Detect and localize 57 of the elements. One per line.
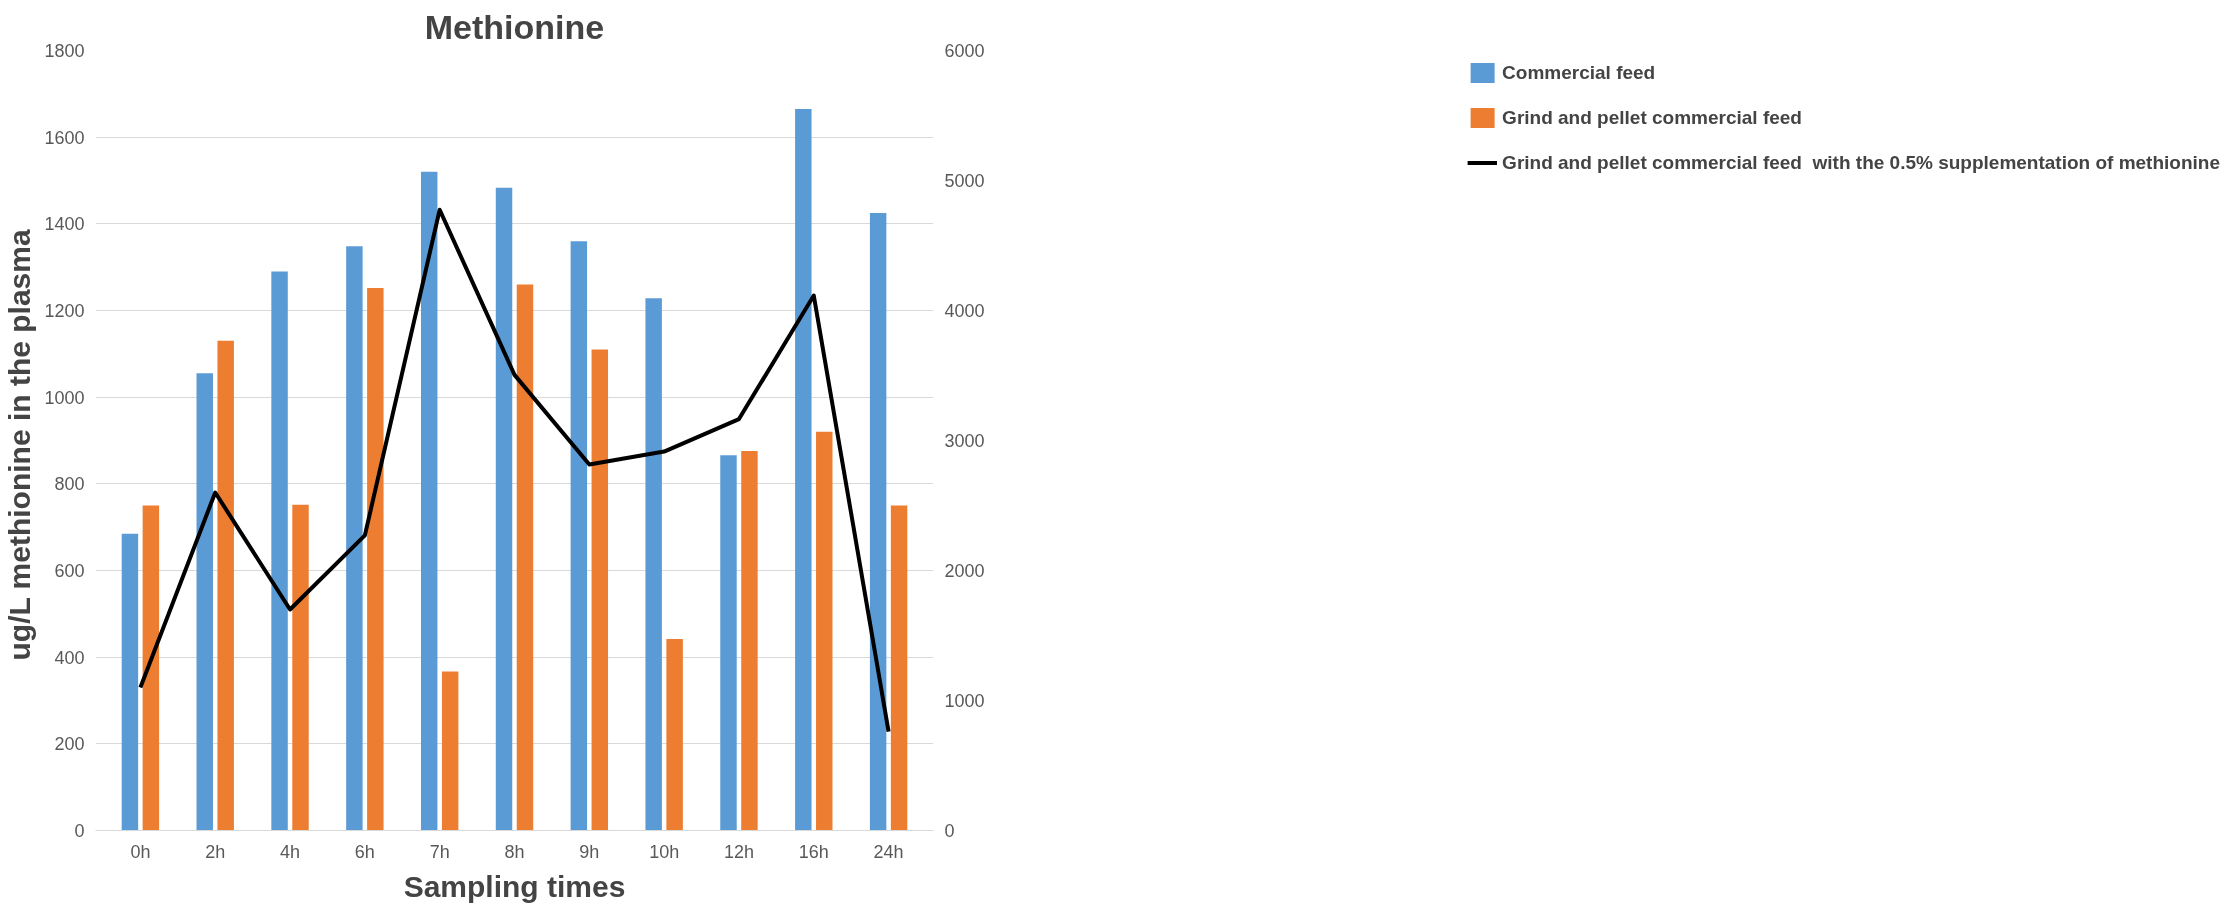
- x-tick-label: 24h: [873, 841, 904, 862]
- legend-label: Grind and pellet commercial feed with the 0.5% supplementation of methionine: [1502, 151, 2220, 174]
- x-tick-label: 7h: [429, 841, 450, 862]
- bar: [142, 505, 160, 831]
- bar: [890, 505, 908, 831]
- x-tick-label: 9h: [579, 841, 600, 862]
- y-tick-label: 1600: [44, 127, 85, 148]
- y2-tick-label: 5000: [944, 171, 985, 191]
- bar: [795, 109, 812, 831]
- y2-tick-label: 3000: [944, 431, 985, 451]
- bar: [346, 246, 363, 831]
- x-tick-label: 4h: [280, 841, 301, 862]
- bar: [741, 450, 758, 831]
- y2-tick-label: 0: [944, 821, 955, 841]
- bar: [570, 241, 588, 831]
- bar: [121, 533, 139, 831]
- bar: [196, 373, 213, 831]
- y-tick-label: 1000: [44, 387, 85, 408]
- bar: [869, 213, 887, 831]
- bar: [591, 349, 609, 831]
- chart-title: Methionine: [424, 7, 605, 46]
- bar: [495, 187, 513, 831]
- y2-tick-label: 6000: [944, 41, 985, 61]
- y-tick-label: 200: [54, 734, 85, 755]
- y-tick-label: 1200: [44, 301, 85, 321]
- y2-tick-label: 2000: [944, 561, 985, 581]
- line-series: [138, 207, 891, 734]
- x-axis-title: Sampling times: [403, 869, 626, 903]
- bar: [666, 638, 683, 831]
- y-tick-label: 400: [54, 647, 85, 668]
- y-tick-label: 1800: [44, 41, 85, 61]
- y-axis-title: ug/L methionine in the plasma: [3, 229, 37, 661]
- bar: [816, 431, 833, 831]
- bar: [420, 171, 438, 831]
- x-tick-label: 12h: [723, 841, 754, 862]
- x-tick-label: 10h: [649, 841, 680, 862]
- bar: [516, 284, 534, 831]
- x-tick-label: 8h: [504, 841, 525, 862]
- x-tick-label: 6h: [354, 841, 375, 862]
- bar: [645, 298, 662, 831]
- bar: [271, 271, 288, 831]
- y-tick-label: 800: [54, 474, 85, 495]
- x-tick-label: 16h: [798, 841, 829, 862]
- legend-label: Commercial feed: [1502, 61, 1656, 84]
- bar: [367, 287, 384, 831]
- bar: [292, 504, 309, 831]
- bar: [720, 455, 737, 831]
- y-tick-label: 0: [74, 821, 85, 841]
- legend-label: Grind and pellet commercial feed: [1502, 106, 1802, 129]
- y-tick-label: 1400: [44, 214, 85, 235]
- bar: [441, 671, 459, 831]
- x-tick-label: 0h: [130, 841, 151, 862]
- bar: [217, 340, 234, 831]
- y2-tick-label: 1000: [944, 691, 985, 711]
- x-tick-label: 2h: [205, 841, 226, 862]
- y-tick-label: 600: [54, 561, 85, 581]
- y2-tick-label: 4000: [944, 301, 985, 321]
